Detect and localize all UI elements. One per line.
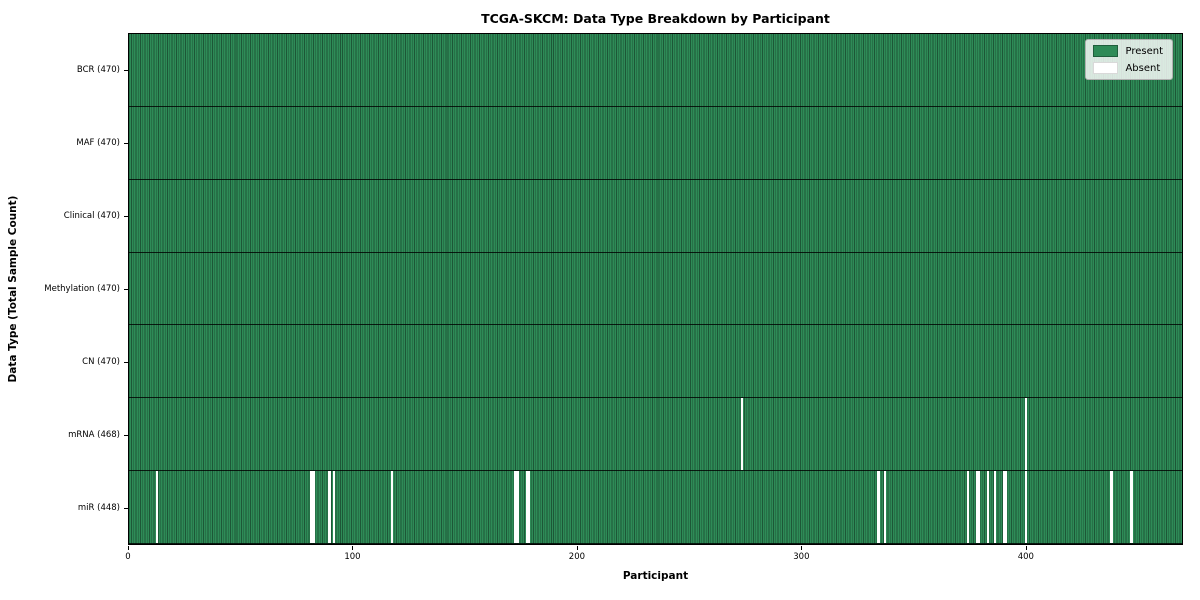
absent-stripe	[155, 471, 159, 544]
absent-stripe	[877, 471, 880, 544]
absent-stripe	[1110, 471, 1113, 544]
y-tick	[124, 289, 128, 290]
x-tick-label: 200	[568, 552, 586, 562]
heatmap-row-CN	[129, 325, 1182, 399]
absent-stripe	[1025, 398, 1028, 471]
heatmap-row-Methylation	[129, 252, 1182, 326]
absent-stripe	[978, 471, 981, 544]
x-axis-label: Participant	[622, 570, 689, 582]
absent-swatch-icon	[1093, 62, 1119, 74]
y-tick	[124, 142, 128, 144]
absent-stripe	[525, 471, 528, 544]
x-tick-label: 300	[793, 552, 810, 562]
absent-stripe	[527, 471, 531, 544]
absent-stripe	[884, 471, 887, 544]
y-tick	[124, 362, 128, 364]
absent-stripe	[1025, 471, 1028, 544]
heatmap-row-mRNA	[129, 398, 1182, 472]
plot-area: Present Absent	[128, 33, 1183, 545]
absent-stripe	[1005, 471, 1008, 544]
chart-title: TCGA-SKCM: Data Type Breakdown by Partic…	[481, 11, 830, 26]
absent-stripe	[312, 471, 315, 544]
legend-label-absent: Absent	[1125, 62, 1161, 74]
heatmap-row-Clinical	[129, 179, 1182, 253]
y-tick-label: mRNA (468)	[68, 430, 120, 441]
absent-stripe	[332, 471, 336, 544]
legend-label-present: Present	[1125, 45, 1163, 57]
heatmap-row-miR	[129, 471, 1182, 545]
y-tick-label: miR (448)	[77, 503, 120, 514]
absent-stripe	[966, 471, 970, 544]
y-tick	[124, 508, 128, 510]
absent-stripe	[514, 471, 517, 544]
x-tick	[128, 546, 129, 550]
legend-item-present: Present	[1093, 45, 1163, 57]
x-tick	[352, 546, 354, 550]
y-tick-label: Clinical (470)	[63, 210, 120, 221]
y-tick-label: BCR (470)	[76, 64, 120, 75]
y-tick	[124, 215, 128, 217]
legend-item-absent: Absent	[1093, 62, 1163, 74]
y-tick-label: Methylation (470)	[44, 284, 120, 294]
absent-stripe	[1002, 471, 1005, 544]
absent-stripe	[391, 471, 394, 544]
absent-stripe	[1130, 471, 1133, 544]
present-swatch-icon	[1093, 45, 1119, 57]
x-tick	[1025, 546, 1027, 550]
y-tick-label: CN (470)	[82, 357, 120, 368]
x-tick	[801, 546, 803, 550]
absent-stripe	[993, 471, 997, 544]
absent-stripe	[975, 471, 979, 544]
x-tick	[576, 546, 578, 550]
x-tick-label: 100	[344, 552, 361, 562]
absent-stripe	[310, 471, 313, 544]
absent-stripe	[987, 471, 990, 544]
absent-stripe	[328, 471, 331, 544]
x-tick-label: 0	[125, 552, 131, 562]
heatmap-row-BCR	[129, 34, 1182, 107]
legend: Present Absent	[1085, 39, 1173, 80]
y-tick-label: MAF (470)	[76, 137, 120, 148]
heatmap-row-MAF	[129, 106, 1182, 180]
absent-stripe	[516, 471, 519, 544]
y-tick	[124, 69, 128, 71]
absent-stripe	[740, 398, 743, 471]
y-tick	[124, 435, 128, 437]
x-tick-label: 400	[1017, 552, 1034, 562]
